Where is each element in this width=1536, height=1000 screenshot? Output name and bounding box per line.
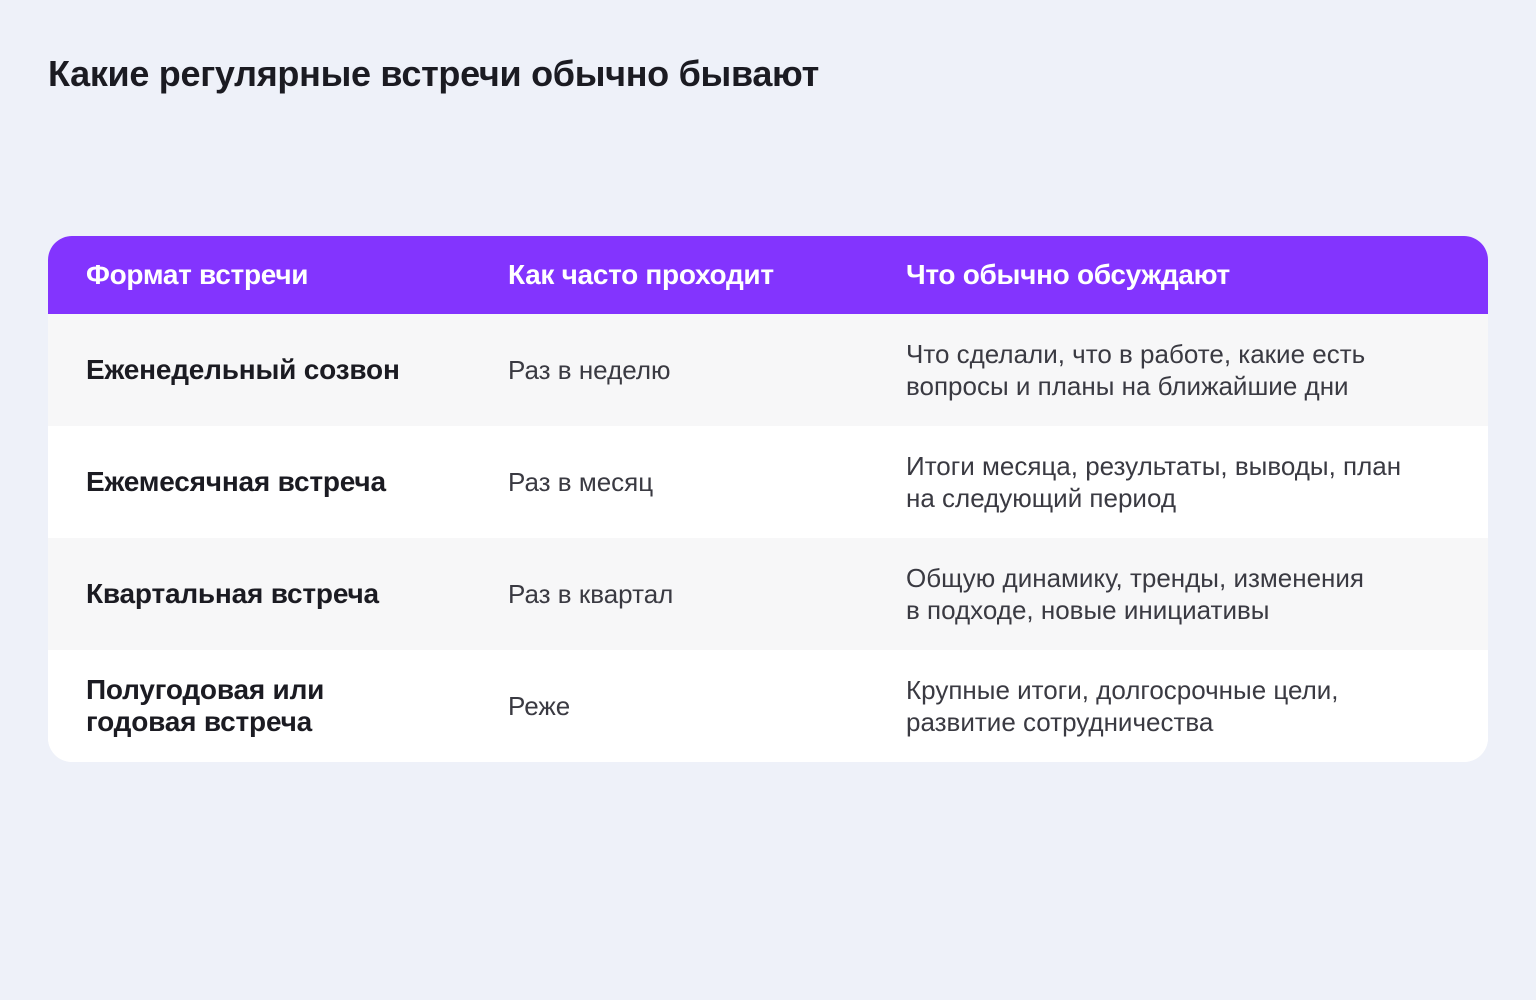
header-format: Формат встречи	[86, 259, 309, 290]
row-format: Квартальная встреча	[86, 578, 379, 609]
row-frequency: Реже	[508, 691, 571, 721]
row-frequency: Раз в квартал	[508, 579, 674, 609]
row-topics-line: на следующий период	[906, 483, 1177, 513]
row-topics-line: в подходе, новые инициативы	[906, 595, 1270, 625]
page-title: Какие регулярные встречи обычно бывают	[48, 53, 819, 94]
row-topics: Крупные итоги, долгосрочные цели, развит…	[906, 674, 1466, 738]
header-topics: Что обычно обсуждают	[906, 259, 1230, 290]
row-format: Еженедельный созвон	[86, 354, 400, 385]
row-topics: Общую динамику, тренды, изменения в подх…	[906, 562, 1466, 626]
row-format-line: Полугодовая или	[86, 674, 325, 705]
row-topics-line: Что сделали, что в работе, какие есть	[906, 339, 1366, 369]
table-row: Полугодовая или годовая встреча Реже Кру…	[48, 650, 1488, 762]
row-topics-line: развитие сотрудничества	[906, 707, 1214, 737]
row-topics-line: вопросы и планы на ближайшие дни	[906, 371, 1349, 401]
row-frequency: Раз в неделю	[508, 355, 671, 385]
row-topics-line: Итоги месяца, результаты, выводы, план	[906, 451, 1402, 481]
row-topics-line: Крупные итоги, долгосрочные цели,	[906, 675, 1339, 705]
row-topics: Что сделали, что в работе, какие есть во…	[906, 338, 1466, 402]
meetings-table: Формат встречи Как часто проходит Что об…	[48, 236, 1488, 762]
row-format-line: годовая встреча	[86, 706, 313, 737]
row-format: Ежемесячная встреча	[86, 466, 386, 497]
row-frequency: Раз в месяц	[508, 467, 654, 497]
table-row: Ежемесячная встреча Раз в месяц Итоги ме…	[48, 426, 1488, 538]
table-row: Еженедельный созвон Раз в неделю Что сде…	[48, 314, 1488, 426]
row-topics-line: Общую динамику, тренды, изменения	[906, 563, 1364, 593]
table-header: Формат встречи Как часто проходит Что об…	[48, 236, 1488, 314]
table-row: Квартальная встреча Раз в квартал Общую …	[48, 538, 1488, 650]
row-topics: Итоги месяца, результаты, выводы, план н…	[906, 450, 1466, 514]
row-format: Полугодовая или годовая встреча	[86, 674, 486, 738]
header-frequency: Как часто проходит	[508, 259, 774, 290]
